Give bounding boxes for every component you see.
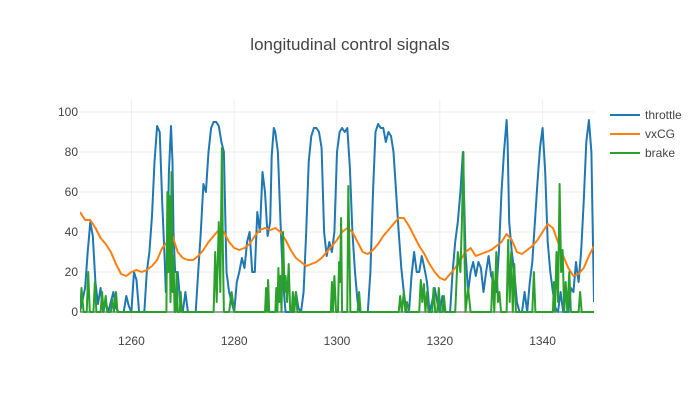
legend-item-vxCG[interactable]: vxCG — [610, 127, 675, 141]
chart-title: longitudinal control signals — [250, 35, 449, 54]
x-tick-label: 1320 — [426, 334, 453, 348]
y-tick-label: 60 — [65, 185, 79, 199]
x-tick-label: 1300 — [324, 334, 351, 348]
legend-item-brake[interactable]: brake — [610, 146, 675, 160]
legend-item-throttle[interactable]: throttle — [610, 108, 682, 122]
y-tick-label: 20 — [65, 265, 79, 279]
y-tick-label: 40 — [65, 225, 79, 239]
y-tick-label: 80 — [65, 145, 79, 159]
series-line-vxCG — [80, 211, 594, 281]
legend-label: throttle — [645, 108, 682, 122]
legend-label: vxCG — [645, 127, 675, 141]
legend: throttle vxCG brake — [610, 108, 682, 160]
axes: 1260 1280 1300 1320 1340 0 20 40 60 80 100 — [58, 105, 556, 348]
series-line-brake — [80, 147, 594, 313]
legend-label: brake — [645, 146, 675, 160]
plot-area — [80, 119, 594, 313]
y-tick-label: 0 — [71, 305, 78, 319]
y-tick-label: 100 — [58, 105, 78, 119]
series-line-throttle — [80, 119, 594, 313]
x-tick-label: 1340 — [529, 334, 556, 348]
x-tick-label: 1260 — [118, 334, 145, 348]
x-tick-label: 1280 — [221, 334, 248, 348]
